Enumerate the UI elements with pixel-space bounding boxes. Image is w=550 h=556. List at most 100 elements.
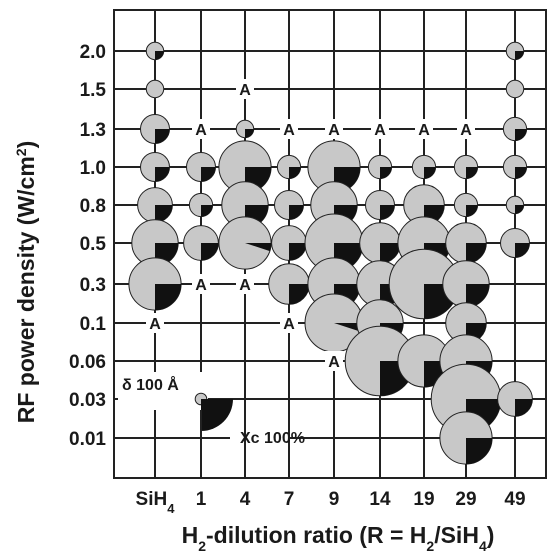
crystallite-marker	[439, 411, 493, 465]
crystallite-marker	[453, 192, 479, 218]
y-tick-label: 0.1	[80, 314, 107, 335]
y-axis-title: RF power density (W/cm2)	[13, 141, 39, 424]
crystallite-marker	[268, 263, 310, 305]
legend-crystallinity-label: Xc 100%	[240, 430, 305, 447]
crystallite-marker	[359, 222, 401, 264]
crystallite-marker	[365, 190, 395, 220]
amorphous-marker: A	[195, 277, 207, 294]
x-axis-title-mid: -dilution ratio (R = H	[206, 522, 426, 548]
plot-frame	[113, 9, 547, 479]
y-tick-label: 1.0	[80, 158, 106, 179]
crystallite-marker	[140, 114, 170, 144]
x-tick-label: 1	[196, 489, 207, 510]
amorphous-marker: A	[418, 122, 430, 139]
x-tick-label: SiH4	[136, 489, 176, 516]
y-tick-label: 0.06	[69, 352, 106, 373]
crystallite-marker	[344, 325, 416, 397]
amorphous-marker-bg	[371, 119, 389, 139]
amorphous-marker-bg	[325, 119, 343, 139]
crystallite-marker	[445, 222, 487, 264]
amorphous-marker: A	[149, 316, 161, 333]
crystallite-marker	[497, 381, 533, 417]
y-tick-label: 0.8	[80, 196, 106, 217]
y-tick-label: 1.3	[80, 120, 106, 141]
x-tick-labels: SiH4 1 4 7 9 14 19 29 49	[136, 489, 526, 516]
x-axis-title-sub3: 4	[479, 538, 487, 554]
amorphous-marker: A	[374, 122, 386, 139]
crystallite-marker	[367, 154, 393, 180]
y-axis-title-main: RF power density (W/cm	[13, 156, 39, 423]
amorphous-marker-bg	[146, 313, 164, 333]
legend-crystalline-marker	[201, 399, 233, 431]
legend-background	[118, 372, 208, 424]
amorphous-marker-bg	[236, 274, 254, 294]
amorphous-marker: A	[328, 122, 340, 139]
crystallite-marker	[453, 154, 479, 180]
x-tick-label: 19	[413, 489, 434, 510]
x-axis-title-h: H	[182, 522, 199, 548]
y-tick-label: 0.03	[69, 390, 106, 411]
legend-size-label: δ 100 Å	[122, 375, 179, 394]
y-tick-label: 2.0	[80, 42, 106, 63]
y-axis-title-end: )	[13, 141, 39, 149]
crystallite-marker	[128, 257, 182, 311]
amorphous-marker: A	[283, 122, 295, 139]
x-tick-label: 29	[455, 489, 476, 510]
amorphous-marker-bg	[325, 351, 343, 371]
y-tick-label: 0.5	[80, 234, 107, 255]
amorphous-marker: A	[460, 122, 472, 139]
x-tick-label: 7	[284, 489, 295, 510]
amorphous-marker: A	[195, 122, 207, 139]
crystallite-marker	[274, 190, 304, 220]
amorphous-marker-bg	[415, 119, 433, 139]
crystallite-marker	[502, 116, 528, 142]
crystallite-marker	[271, 225, 307, 261]
amorphous-marker-bg	[192, 274, 210, 294]
y-axis-title-sup: 2	[13, 148, 29, 156]
crystallite-marker	[500, 228, 530, 258]
crystallite-marker	[505, 41, 525, 61]
amorphous-marker-bg	[236, 79, 254, 99]
crystallite-marker	[235, 119, 255, 139]
amorphous-marker: A	[239, 277, 251, 294]
amorphous-marker-bg	[457, 119, 475, 139]
crystallite-marker	[186, 152, 216, 182]
x-tick-label: 4	[240, 489, 251, 510]
y-tick-label: 0.01	[69, 429, 106, 450]
crystallite-marker	[442, 260, 490, 308]
y-tick-labels: 2.0 1.5 1.3 1.0 0.8 0.5 0.3 0.1 0.06 0.03 0.01	[69, 42, 106, 450]
crystallite-marker	[188, 192, 214, 218]
crystallite-marker	[218, 216, 272, 270]
crystallite-marker	[505, 195, 525, 215]
crystallite-marker	[505, 79, 525, 99]
amorphous-marker: A	[239, 82, 251, 99]
crystallite-marker	[145, 79, 165, 99]
x-axis-title-sub2: 2	[426, 538, 434, 554]
amorphous-marker: A	[328, 354, 340, 371]
amorphous-marker-bg	[192, 119, 210, 139]
legend: δ 100 Å Xc 100%	[114, 372, 305, 478]
y-tick-label: 1.5	[80, 80, 107, 101]
x-axis-title: H2-dilution ratio (R = H2/SiH4)	[182, 522, 495, 554]
crystallite-marker	[307, 140, 361, 194]
crystallite-marker	[411, 154, 437, 180]
y-tick-label: 0.3	[80, 275, 106, 296]
crystallite-marker	[304, 293, 364, 353]
crystallite-marker	[137, 187, 173, 223]
x-tick-label: 49	[504, 489, 525, 510]
x-tick-label: 14	[369, 489, 391, 510]
crystallite-marker	[276, 154, 302, 180]
amorphous-marker-bg	[280, 119, 298, 139]
crystallite-marker	[145, 41, 165, 61]
amorphous-marker-bg	[280, 313, 298, 333]
x-axis-title-end: )	[487, 522, 495, 548]
crystallite-marker	[140, 152, 170, 182]
crystallite-marker	[183, 225, 219, 261]
x-axis-title-sub1: 2	[198, 538, 206, 554]
crystallite-marker	[502, 154, 528, 180]
data-marks: A A A A A A A A A A A A	[128, 41, 533, 465]
x-axis-title-mid2: /SiH	[434, 522, 479, 548]
amorphous-marker: A	[283, 316, 295, 333]
x-tick-label: 9	[329, 489, 340, 510]
